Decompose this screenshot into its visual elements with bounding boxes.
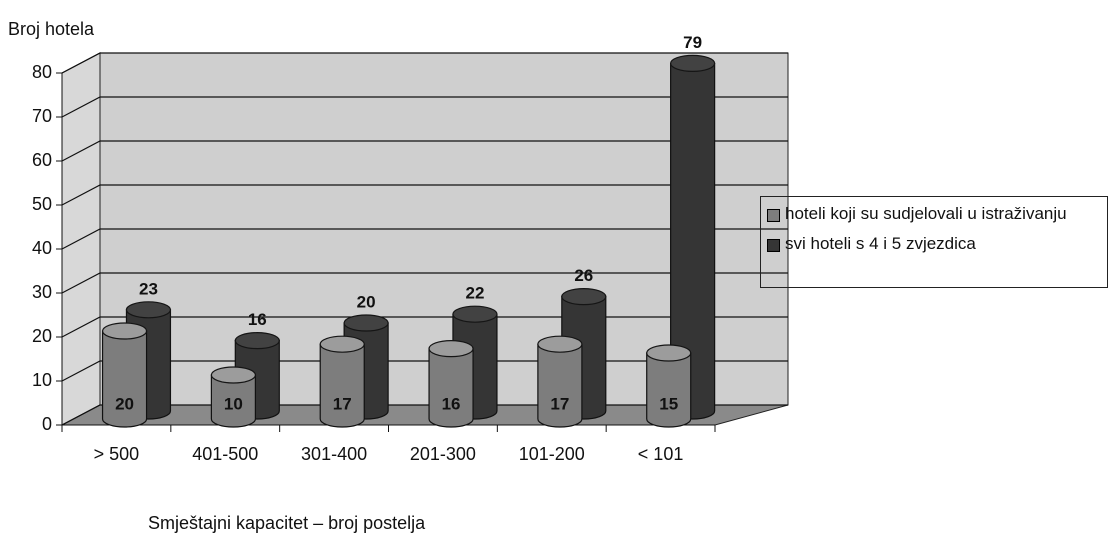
bar-top [343, 314, 389, 332]
y-tick-label: 20 [32, 326, 52, 346]
data-label: 17 [333, 394, 352, 413]
data-label: 17 [550, 394, 569, 413]
grid-line [61, 272, 788, 294]
bar [210, 366, 256, 428]
grid-line [61, 184, 788, 206]
y-tick-label: 40 [32, 238, 52, 258]
x-tick-label: 401-500 [192, 444, 258, 464]
data-label: 10 [224, 394, 243, 413]
x-axis-title: Smještajni kapacitet – broj postelja [148, 513, 426, 533]
data-label: 16 [248, 310, 267, 329]
bar-body [101, 330, 148, 428]
bar [101, 322, 148, 428]
bar-top [234, 332, 280, 350]
grid-line [61, 52, 788, 74]
bar [646, 344, 692, 428]
y-tick-label: 30 [32, 282, 52, 302]
x-tick-label: > 500 [94, 444, 140, 464]
bar-top [210, 366, 256, 384]
bar-body [646, 352, 692, 428]
legend-swatch [767, 239, 780, 252]
y-tick-label: 70 [32, 106, 52, 126]
data-label: 26 [574, 266, 593, 285]
bar-top [670, 54, 716, 73]
bar [670, 54, 716, 420]
data-label: 23 [139, 279, 158, 298]
data-label: 79 [683, 33, 702, 52]
bar-top [452, 305, 498, 323]
bar [537, 335, 583, 428]
x-tick-label: 101-200 [519, 444, 585, 464]
data-label: 20 [357, 292, 376, 311]
legend-item: hoteli koji su sudjelovali u istraživanj… [765, 203, 1103, 225]
y-tick-label: 60 [32, 150, 52, 170]
bar [428, 340, 474, 428]
x-tick-label: 301-400 [301, 444, 367, 464]
legend-label: svi hoteli s 4 i 5 zvjezdica [785, 234, 976, 253]
legend-item: svi hoteli s 4 i 5 zvjezdica [765, 233, 1103, 255]
bar-top [319, 335, 365, 353]
y-tick-label: 0 [42, 414, 52, 434]
bar-top [537, 335, 583, 353]
bar-top [561, 288, 607, 306]
bar-top [646, 344, 692, 362]
bar [319, 335, 365, 428]
x-tick-label: < 101 [638, 444, 684, 464]
data-label: 20 [115, 394, 134, 413]
legend-label: hoteli koji su sudjelovali u istraživanj… [785, 204, 1067, 223]
y-axis-title: Broj hotela [8, 19, 95, 39]
legend-swatch [767, 209, 780, 222]
bar-body [319, 343, 365, 428]
bar-top [101, 322, 148, 340]
bar-top [125, 301, 172, 319]
bar-top [428, 340, 474, 358]
grid-line [61, 96, 788, 118]
legend: hoteli koji su sudjelovali u istraživanj… [760, 196, 1108, 288]
bar-body [210, 374, 256, 428]
bar-body [428, 348, 474, 428]
grid-line [61, 228, 788, 250]
data-label: 22 [465, 284, 484, 303]
data-label: 16 [442, 394, 461, 413]
grid-line [61, 316, 788, 338]
y-tick-label: 10 [32, 370, 52, 390]
y-tick-label: 50 [32, 194, 52, 214]
data-label: 15 [659, 394, 678, 413]
y-tick-label: 80 [32, 62, 52, 82]
x-tick-label: 201-300 [410, 444, 476, 464]
grid-line [61, 140, 788, 162]
bar-body [537, 343, 583, 428]
